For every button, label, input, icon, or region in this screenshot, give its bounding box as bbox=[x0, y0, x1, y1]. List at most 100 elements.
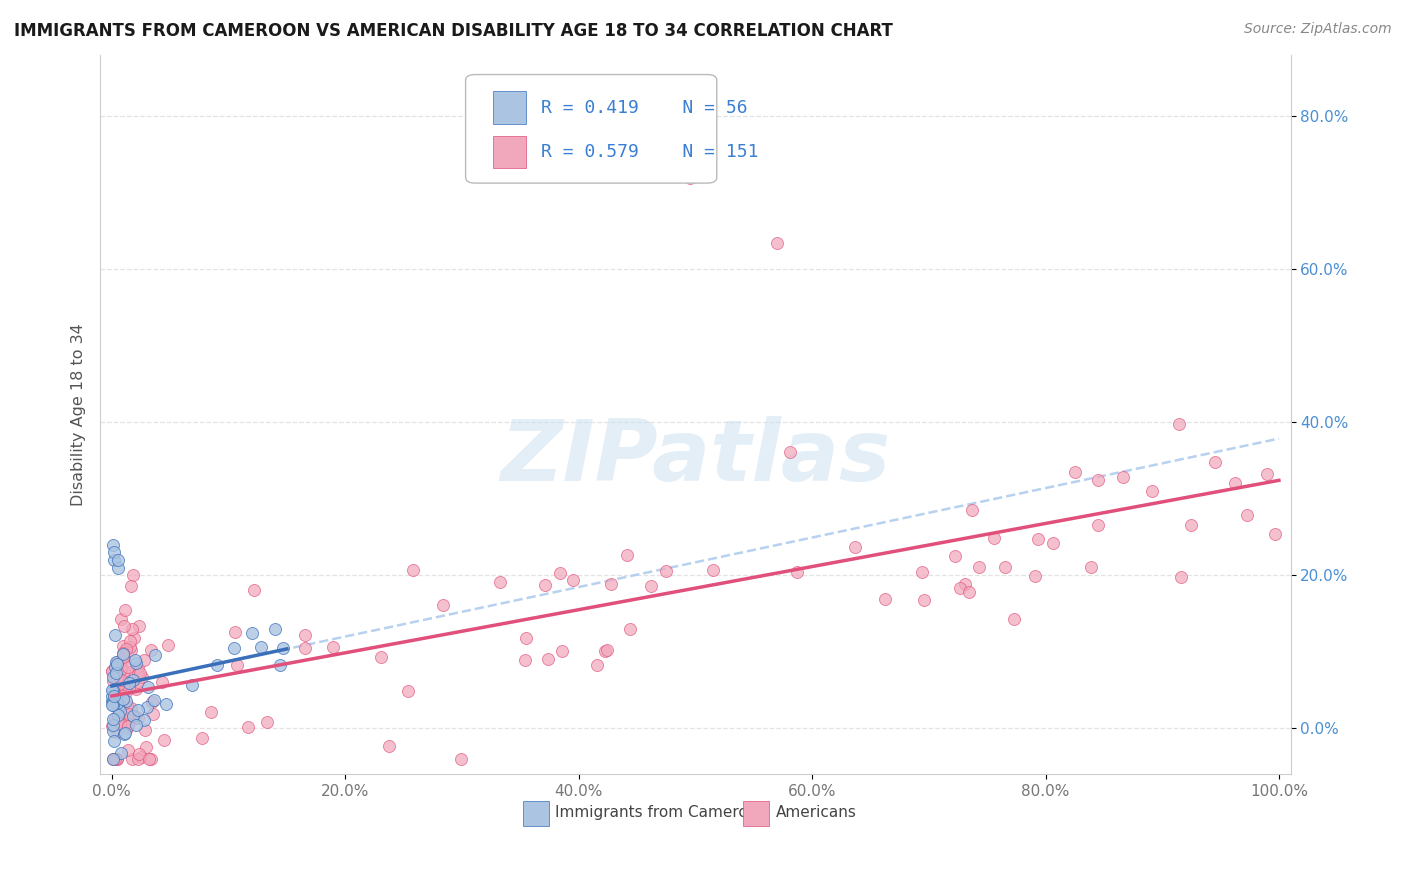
Point bbox=[114, 603, 136, 617]
Text: Immigrants from Cameroon: Immigrants from Cameroon bbox=[555, 805, 766, 821]
Point bbox=[118, 681, 141, 696]
Point bbox=[112, 685, 135, 699]
Point bbox=[786, 565, 808, 579]
Point bbox=[118, 675, 141, 690]
Point bbox=[110, 746, 132, 760]
Point bbox=[107, 708, 129, 723]
Point bbox=[1225, 475, 1247, 490]
Point bbox=[101, 723, 124, 738]
Point bbox=[156, 638, 179, 652]
Point bbox=[616, 549, 638, 563]
Point bbox=[105, 657, 128, 672]
Point bbox=[115, 716, 138, 731]
FancyBboxPatch shape bbox=[523, 801, 548, 826]
Point bbox=[1026, 532, 1049, 546]
Point bbox=[145, 648, 167, 662]
Point bbox=[120, 579, 142, 593]
Point bbox=[127, 752, 149, 766]
Point bbox=[127, 703, 149, 717]
Point bbox=[121, 709, 143, 723]
Point bbox=[143, 693, 166, 707]
Point bbox=[131, 670, 153, 684]
Point bbox=[960, 502, 983, 516]
Point bbox=[103, 545, 125, 559]
Point bbox=[122, 673, 145, 687]
Point bbox=[111, 647, 134, 661]
Text: ZIPatlas: ZIPatlas bbox=[501, 417, 890, 500]
Point bbox=[120, 700, 142, 714]
Point bbox=[141, 696, 163, 710]
Point bbox=[957, 584, 980, 599]
Point bbox=[994, 559, 1017, 574]
Point bbox=[294, 628, 316, 642]
Point bbox=[548, 566, 571, 581]
Point bbox=[943, 549, 966, 563]
Point bbox=[911, 565, 934, 579]
Point bbox=[619, 622, 641, 636]
Point bbox=[118, 633, 141, 648]
Point bbox=[121, 623, 143, 637]
Point bbox=[110, 612, 132, 626]
Point bbox=[205, 657, 228, 672]
Point bbox=[121, 752, 143, 766]
Point bbox=[107, 687, 129, 701]
Point bbox=[222, 640, 245, 655]
Text: Source: ZipAtlas.com: Source: ZipAtlas.com bbox=[1244, 22, 1392, 37]
Point bbox=[132, 713, 155, 727]
Point bbox=[125, 657, 148, 671]
Point bbox=[103, 553, 125, 567]
Point bbox=[105, 671, 128, 685]
FancyBboxPatch shape bbox=[494, 92, 526, 124]
Point bbox=[127, 674, 149, 689]
Point bbox=[104, 752, 127, 766]
FancyBboxPatch shape bbox=[465, 75, 717, 183]
Point bbox=[561, 573, 583, 587]
Point bbox=[117, 743, 139, 757]
Point bbox=[224, 624, 246, 639]
Point bbox=[226, 657, 249, 672]
Point bbox=[912, 593, 935, 607]
Point bbox=[122, 567, 145, 582]
Point bbox=[103, 674, 125, 689]
Point bbox=[1064, 466, 1087, 480]
Point bbox=[111, 650, 134, 665]
Point bbox=[1180, 518, 1202, 533]
Point bbox=[135, 740, 157, 755]
Point bbox=[115, 641, 138, 656]
Point bbox=[117, 698, 139, 712]
Point bbox=[534, 578, 557, 592]
Point bbox=[105, 686, 128, 700]
Point bbox=[600, 576, 623, 591]
Point bbox=[155, 698, 177, 712]
Point bbox=[108, 706, 131, 720]
Point bbox=[103, 698, 125, 713]
Point bbox=[103, 689, 125, 703]
Point bbox=[378, 739, 401, 753]
Point bbox=[1256, 467, 1278, 481]
Point bbox=[103, 538, 125, 552]
Point bbox=[1204, 455, 1226, 469]
Point bbox=[118, 714, 141, 728]
Point bbox=[1042, 536, 1064, 550]
Point bbox=[105, 752, 128, 766]
Point bbox=[139, 642, 162, 657]
Point bbox=[1087, 517, 1109, 532]
Point bbox=[118, 706, 141, 721]
Point bbox=[128, 619, 150, 633]
Point bbox=[105, 666, 128, 681]
Point bbox=[107, 698, 129, 712]
Point bbox=[136, 680, 159, 694]
Point bbox=[115, 721, 138, 735]
Point bbox=[132, 653, 155, 667]
Point bbox=[101, 752, 124, 766]
Point bbox=[122, 712, 145, 726]
Point bbox=[108, 717, 131, 731]
Point bbox=[107, 560, 129, 574]
Point bbox=[152, 675, 174, 690]
Point bbox=[112, 677, 135, 691]
Point bbox=[103, 734, 125, 748]
FancyBboxPatch shape bbox=[742, 801, 769, 826]
Point bbox=[101, 698, 124, 712]
Point bbox=[125, 681, 148, 696]
Point bbox=[875, 591, 897, 606]
